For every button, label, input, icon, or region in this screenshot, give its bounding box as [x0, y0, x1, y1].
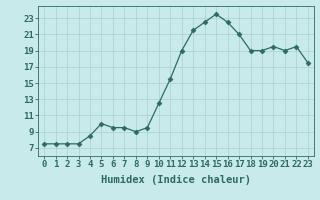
X-axis label: Humidex (Indice chaleur): Humidex (Indice chaleur): [101, 175, 251, 185]
